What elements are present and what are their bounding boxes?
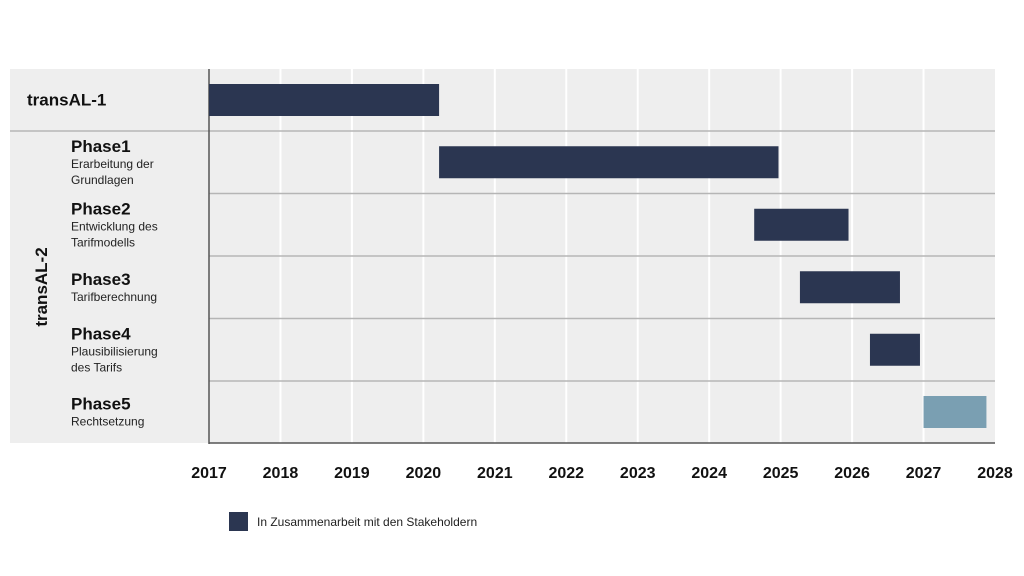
task-description: Tarifberechnung	[71, 290, 157, 304]
x-tick-label: 2027	[906, 465, 942, 482]
legend-label: In Zusammenarbeit mit den Stakeholdern	[257, 515, 477, 529]
x-tick-label: 2019	[334, 465, 370, 482]
task-bar	[799, 271, 900, 304]
task-title: transAL-1	[27, 91, 106, 110]
task-description: Tarifmodells	[71, 235, 135, 249]
task-description: Entwicklung des	[71, 219, 158, 233]
x-tick-label: 2024	[691, 465, 727, 482]
x-tick-label: 2020	[406, 465, 442, 482]
x-tick-label: 2025	[763, 465, 799, 482]
task-bar	[923, 396, 987, 428]
task-title: Phase1	[71, 137, 131, 156]
legend-swatch	[229, 512, 248, 531]
task-description: des Tarifs	[71, 360, 122, 374]
task-title: Phase5	[71, 395, 131, 414]
x-tick-label: 2026	[834, 465, 870, 482]
x-tick-label: 2018	[263, 465, 299, 482]
group-label: transAL-2	[32, 247, 51, 326]
task-title: Phase3	[71, 270, 131, 289]
task-description: Erarbeitung der	[71, 157, 154, 171]
x-tick-label: 2028	[977, 465, 1013, 482]
x-tick-label: 2021	[477, 465, 513, 482]
task-bar	[439, 146, 779, 179]
task-bar	[209, 84, 440, 116]
x-tick-label: 2017	[191, 465, 227, 482]
x-tick-label: 2022	[548, 465, 584, 482]
task-bar	[869, 333, 920, 366]
task-description: Plausibilisierung	[71, 344, 158, 358]
task-bar	[754, 208, 849, 241]
task-title: Phase4	[71, 324, 131, 343]
task-description: Grundlagen	[71, 173, 134, 187]
task-title: Phase2	[71, 199, 131, 218]
x-tick-label: 2023	[620, 465, 656, 482]
task-description: Rechtsetzung	[71, 415, 144, 429]
